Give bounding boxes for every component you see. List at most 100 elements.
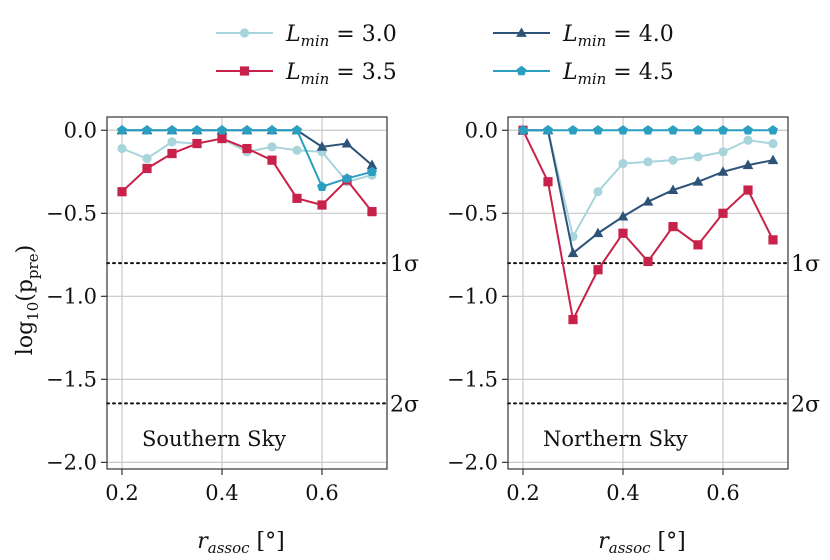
x-tick-label: 0.4 bbox=[606, 481, 639, 505]
data-point bbox=[518, 125, 528, 135]
data-point bbox=[217, 125, 227, 135]
data-point bbox=[668, 155, 678, 165]
plot-frame bbox=[106, 116, 388, 470]
legend-marker bbox=[239, 28, 250, 38]
sigma-label: 1σ bbox=[390, 252, 419, 277]
data-point bbox=[341, 137, 353, 148]
data-point bbox=[693, 152, 703, 162]
series-line bbox=[122, 129, 373, 188]
legend: Lmin = 3.0 Lmin = 3.5 Lmin = 4.0 Lmin = 4.5 bbox=[216, 22, 674, 88]
data-point bbox=[117, 125, 127, 135]
data-point bbox=[643, 125, 653, 135]
data-point bbox=[142, 153, 152, 164]
data-point bbox=[768, 138, 778, 149]
legend-label: Lmin = 3.5 bbox=[285, 60, 397, 88]
data-point bbox=[593, 265, 603, 275]
data-point bbox=[267, 142, 277, 152]
legend-marker bbox=[516, 65, 527, 76]
data-point bbox=[743, 185, 753, 195]
x-axis-label: rassoc [°] bbox=[197, 529, 284, 557]
data-point bbox=[692, 176, 704, 186]
panel-northern-sky: 1σ 2σ 0.2 0.4 0.6 0.0 −0.5 −1.0 −1.5 −2.0 Northern… bbox=[447, 116, 820, 505]
data-point bbox=[242, 125, 252, 135]
data-point bbox=[217, 133, 227, 144]
data-point bbox=[167, 148, 177, 159]
data-point bbox=[618, 228, 628, 238]
legend-label: Lmin = 4.0 bbox=[562, 22, 674, 50]
data-point bbox=[718, 147, 728, 157]
data-point bbox=[317, 200, 327, 210]
data-point bbox=[767, 154, 779, 165]
data-point bbox=[643, 256, 653, 267]
legend-marker bbox=[239, 66, 250, 76]
data-point bbox=[593, 187, 603, 197]
data-point bbox=[142, 125, 152, 135]
data-point bbox=[167, 137, 177, 147]
data-point bbox=[367, 166, 377, 176]
data-point bbox=[668, 125, 678, 135]
data-point bbox=[768, 235, 778, 245]
data-point bbox=[292, 193, 302, 203]
panel-label: Northern Sky bbox=[543, 427, 688, 451]
data-point bbox=[668, 221, 678, 232]
x-tick-label: 0.4 bbox=[205, 481, 238, 505]
data-point bbox=[667, 184, 679, 194]
data-point bbox=[292, 145, 302, 155]
legend-label: Lmin = 4.5 bbox=[562, 60, 674, 88]
data-point bbox=[743, 125, 753, 135]
y-tick-label: −0.5 bbox=[447, 201, 498, 225]
legend-label: Lmin = 3.0 bbox=[285, 22, 397, 50]
data-point bbox=[642, 196, 654, 206]
data-point bbox=[693, 125, 703, 135]
y-tick-label: 0.0 bbox=[64, 118, 97, 142]
data-point bbox=[568, 125, 578, 135]
data-point bbox=[543, 125, 553, 135]
data-point bbox=[567, 247, 579, 258]
x-tick-label: 0.2 bbox=[506, 481, 539, 505]
data-point bbox=[618, 125, 628, 135]
data-point bbox=[316, 141, 328, 151]
data-point bbox=[543, 177, 553, 187]
data-point bbox=[717, 166, 729, 176]
series-line bbox=[523, 129, 774, 240]
data-point bbox=[117, 187, 127, 197]
data-point bbox=[192, 138, 202, 149]
data-point bbox=[592, 227, 604, 238]
x-axis-labels: rassoc [°] rassoc [°] bbox=[197, 529, 685, 557]
y-tick-label: −1.5 bbox=[46, 367, 97, 391]
data-point bbox=[242, 143, 252, 154]
x-axis-label: rassoc [°] bbox=[598, 529, 685, 557]
data-point bbox=[117, 143, 127, 154]
data-point bbox=[142, 163, 152, 174]
data-point bbox=[718, 125, 728, 135]
sigma-label: 2σ bbox=[390, 392, 419, 417]
data-point bbox=[617, 211, 629, 221]
sigma-label: 2σ bbox=[791, 392, 820, 417]
y-tick-label: −1.0 bbox=[46, 284, 97, 308]
data-point bbox=[367, 207, 377, 217]
y-tick-label: 0.0 bbox=[465, 118, 498, 142]
series-line bbox=[523, 129, 774, 255]
y-tick-label: −1.0 bbox=[447, 284, 498, 308]
data-point bbox=[768, 125, 778, 135]
data-point bbox=[743, 135, 753, 145]
data-point bbox=[593, 125, 603, 135]
data-point bbox=[568, 314, 578, 325]
data-point bbox=[366, 159, 378, 170]
sigma-label: 1σ bbox=[791, 252, 820, 277]
data-point bbox=[317, 181, 327, 191]
panel-label: Southern Sky bbox=[142, 427, 286, 451]
y-axis-label: log10(ppre) bbox=[13, 245, 42, 355]
data-point bbox=[267, 155, 277, 165]
data-point bbox=[342, 173, 352, 183]
y-tick-label: −1.5 bbox=[447, 367, 498, 391]
plot-frame bbox=[507, 116, 789, 470]
panel-southern-sky: 1σ 2σ 0.2 0.4 0.6 0.0 −0.5 −1.0 −1.5 −2.0 Southern… bbox=[46, 116, 419, 505]
y-tick-label: −0.5 bbox=[46, 201, 97, 225]
data-point bbox=[292, 125, 302, 135]
x-tick-label: 0.6 bbox=[305, 481, 338, 505]
x-tick-label: 0.6 bbox=[706, 481, 739, 505]
data-point bbox=[718, 208, 728, 218]
data-point bbox=[267, 125, 277, 135]
